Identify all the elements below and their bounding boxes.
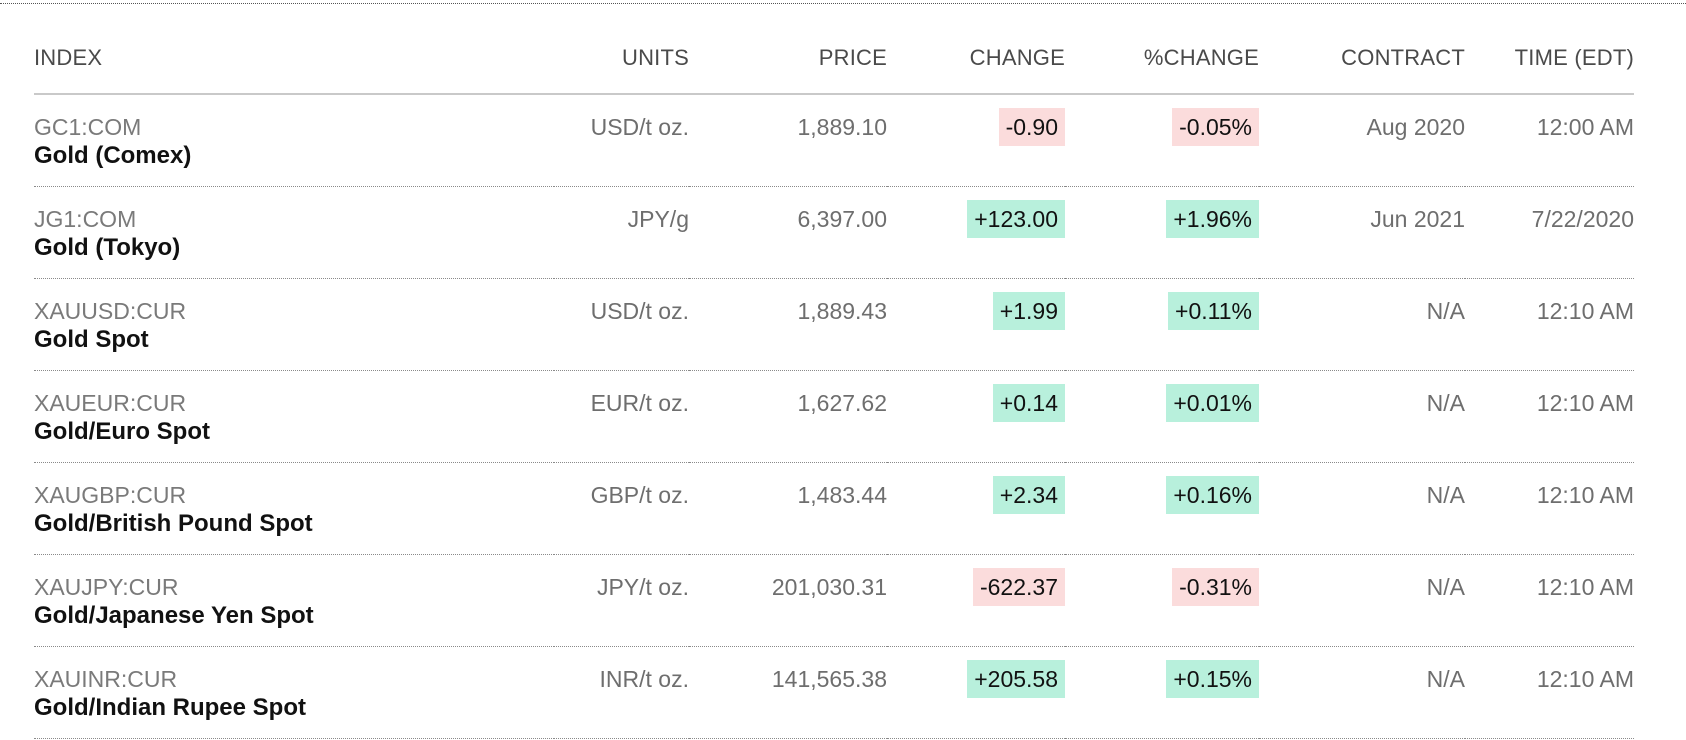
time-cell: 7/22/2020: [1465, 186, 1634, 279]
pct-change-value: +0.15%: [1166, 660, 1259, 698]
change-value: +123.00: [967, 200, 1065, 238]
gold-quotes-table: INDEX UNITS PRICE CHANGE %CHANGE CONTRAC…: [34, 34, 1634, 739]
pct-change-cell: +0.16%: [1065, 462, 1259, 555]
ticker-symbol[interactable]: XAUGBP:CUR: [34, 482, 187, 508]
pct-change-cell: -0.05%: [1065, 94, 1259, 187]
ticker-symbol[interactable]: XAUJPY:CUR: [34, 574, 179, 600]
pct-change-cell: -0.31%: [1065, 554, 1259, 647]
time-cell: 12:10 AM: [1465, 554, 1634, 647]
index-cell[interactable]: XAUUSD:CUR Gold Spot: [34, 278, 554, 371]
index-cell[interactable]: XAUINR:CUR Gold/Indian Rupee Spot: [34, 646, 554, 739]
units-cell: EUR/t oz.: [554, 370, 689, 463]
contract-cell: Aug 2020: [1259, 94, 1465, 187]
price-cell: 1,889.43: [689, 278, 887, 371]
change-value: +0.14: [992, 384, 1065, 422]
units-cell: JPY/t oz.: [554, 554, 689, 647]
change-value: +2.34: [992, 476, 1065, 514]
change-cell: +1.99: [887, 278, 1065, 371]
change-cell: +123.00: [887, 186, 1065, 279]
change-cell: +0.14: [887, 370, 1065, 463]
units-cell: INR/t oz.: [554, 646, 689, 739]
column-header-contract: CONTRACT: [1259, 34, 1465, 95]
index-cell[interactable]: XAUGBP:CUR Gold/British Pound Spot: [34, 462, 554, 555]
pct-change-cell: +0.11%: [1065, 278, 1259, 371]
price-cell: 141,565.38: [689, 646, 887, 739]
contract-cell: N/A: [1259, 554, 1465, 647]
change-value: +1.99: [992, 292, 1065, 330]
top-divider: [0, 3, 1686, 4]
contract-cell: N/A: [1259, 462, 1465, 555]
index-cell[interactable]: GC1:COM Gold (Comex): [34, 94, 554, 187]
index-cell[interactable]: XAUJPY:CUR Gold/Japanese Yen Spot: [34, 554, 554, 647]
ticker-symbol[interactable]: JG1:COM: [34, 206, 137, 232]
price-cell: 1,627.62: [689, 370, 887, 463]
pct-change-value: +0.11%: [1168, 292, 1259, 330]
table-row[interactable]: GC1:COM Gold (Comex) USD/t oz. 1,889.10 …: [34, 94, 1634, 187]
time-cell: 12:10 AM: [1465, 278, 1634, 371]
price-cell: 6,397.00: [689, 186, 887, 279]
table-row[interactable]: XAUGBP:CUR Gold/British Pound Spot GBP/t…: [34, 462, 1634, 555]
pct-change-value: +0.01%: [1166, 384, 1259, 422]
pct-change-value: +1.96%: [1166, 200, 1259, 238]
instrument-name[interactable]: Gold/Indian Rupee Spot: [34, 694, 306, 721]
column-header-time: TIME (EDT): [1465, 34, 1634, 95]
units-cell: GBP/t oz.: [554, 462, 689, 555]
table-row[interactable]: XAUUSD:CUR Gold Spot USD/t oz. 1,889.43 …: [34, 278, 1634, 371]
table-row[interactable]: XAUINR:CUR Gold/Indian Rupee Spot INR/t …: [34, 646, 1634, 739]
price-cell: 1,483.44: [689, 462, 887, 555]
pct-change-cell: +0.01%: [1065, 370, 1259, 463]
pct-change-value: -0.31%: [1172, 568, 1259, 606]
units-cell: JPY/g: [554, 186, 689, 279]
table-row[interactable]: XAUJPY:CUR Gold/Japanese Yen Spot JPY/t …: [34, 554, 1634, 647]
index-cell[interactable]: XAUEUR:CUR Gold/Euro Spot: [34, 370, 554, 463]
ticker-symbol[interactable]: XAUINR:CUR: [34, 666, 178, 692]
change-cell: -0.90: [887, 94, 1065, 187]
change-cell: -622.37: [887, 554, 1065, 647]
change-value: +205.58: [967, 660, 1065, 698]
table-header: INDEX UNITS PRICE CHANGE %CHANGE CONTRAC…: [34, 34, 1634, 95]
contract-cell: Jun 2021: [1259, 186, 1465, 279]
price-cell: 201,030.31: [689, 554, 887, 647]
instrument-name[interactable]: Gold (Tokyo): [34, 234, 181, 261]
contract-cell: N/A: [1259, 646, 1465, 739]
column-header-price: PRICE: [689, 34, 887, 95]
change-cell: +205.58: [887, 646, 1065, 739]
index-cell[interactable]: JG1:COM Gold (Tokyo): [34, 186, 554, 279]
column-header-pct-change: %CHANGE: [1065, 34, 1259, 95]
column-header-change: CHANGE: [887, 34, 1065, 95]
column-header-index: INDEX: [34, 34, 554, 95]
header-row: INDEX UNITS PRICE CHANGE %CHANGE CONTRAC…: [34, 34, 1634, 95]
table-body: GC1:COM Gold (Comex) USD/t oz. 1,889.10 …: [34, 94, 1634, 739]
pct-change-cell: +1.96%: [1065, 186, 1259, 279]
table-row[interactable]: XAUEUR:CUR Gold/Euro Spot EUR/t oz. 1,62…: [34, 370, 1634, 463]
ticker-symbol[interactable]: XAUEUR:CUR: [34, 390, 187, 416]
change-cell: +2.34: [887, 462, 1065, 555]
pct-change-cell: +0.15%: [1065, 646, 1259, 739]
pct-change-value: -0.05%: [1172, 108, 1259, 146]
time-cell: 12:10 AM: [1465, 462, 1634, 555]
instrument-name[interactable]: Gold (Comex): [34, 142, 192, 169]
column-header-units: UNITS: [554, 34, 689, 95]
instrument-name[interactable]: Gold Spot: [34, 326, 149, 353]
time-cell: 12:00 AM: [1465, 94, 1634, 187]
ticker-symbol[interactable]: GC1:COM: [34, 114, 142, 140]
units-cell: USD/t oz.: [554, 278, 689, 371]
units-cell: USD/t oz.: [554, 94, 689, 187]
pct-change-value: +0.16%: [1166, 476, 1259, 514]
table-row[interactable]: JG1:COM Gold (Tokyo) JPY/g 6,397.00 +123…: [34, 186, 1634, 279]
instrument-name[interactable]: Gold/British Pound Spot: [34, 510, 313, 537]
instrument-name[interactable]: Gold/Euro Spot: [34, 418, 210, 445]
contract-cell: N/A: [1259, 370, 1465, 463]
price-cell: 1,889.10: [689, 94, 887, 187]
change-value: -622.37: [972, 568, 1065, 606]
time-cell: 12:10 AM: [1465, 370, 1634, 463]
gold-quotes-table-container: INDEX UNITS PRICE CHANGE %CHANGE CONTRAC…: [34, 34, 1634, 739]
contract-cell: N/A: [1259, 278, 1465, 371]
ticker-symbol[interactable]: XAUUSD:CUR: [34, 298, 187, 324]
change-value: -0.90: [998, 108, 1065, 146]
time-cell: 12:10 AM: [1465, 646, 1634, 739]
instrument-name[interactable]: Gold/Japanese Yen Spot: [34, 602, 314, 629]
